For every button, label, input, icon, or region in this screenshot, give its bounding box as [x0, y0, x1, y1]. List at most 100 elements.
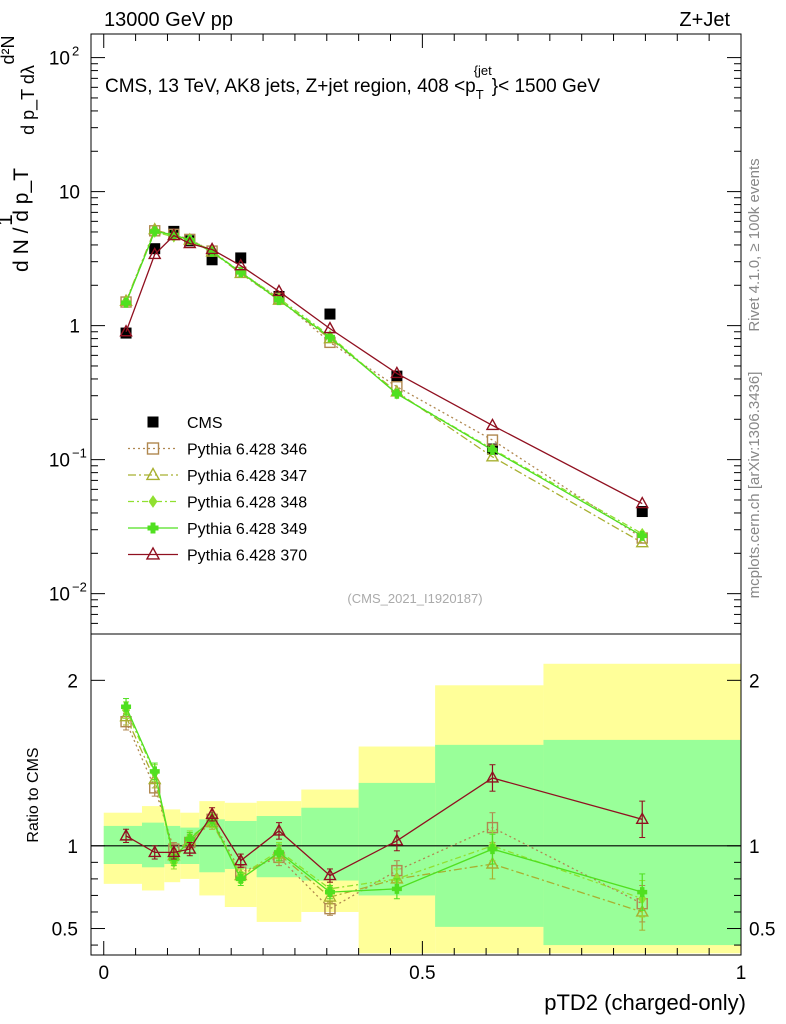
ratio-point	[234, 853, 248, 866]
y-tick-exponent: 2	[72, 44, 79, 59]
data-point	[119, 324, 133, 337]
data-point	[637, 530, 648, 541]
ratio-point	[323, 889, 337, 902]
y-tick-label: 10	[49, 451, 70, 472]
data-point	[272, 283, 286, 297]
mcplots-label: mcplots.cern.ch [arXiv:1306.3436]	[746, 372, 763, 599]
data-point	[323, 321, 337, 334]
ratio-point	[487, 844, 498, 855]
ratio-point	[121, 701, 132, 712]
data-point	[391, 388, 402, 399]
ratio-point	[272, 823, 286, 836]
ratio-point	[235, 873, 246, 884]
data-point	[324, 308, 336, 320]
legend-label: Pythia 6.428 348	[187, 495, 307, 512]
legend-label: Pythia 6.428 347	[187, 468, 307, 485]
legend-marker	[147, 416, 159, 428]
ratio-point	[167, 844, 181, 858]
watermark: (CMS_2021_I1920187)	[347, 591, 482, 606]
rivet-label: Rivet 4.1.0, ≥ 100k events	[746, 158, 763, 331]
data-point	[207, 246, 218, 257]
ratio-ylabel: Ratio to CMS	[25, 747, 42, 842]
series-pythia-6-428-349	[121, 226, 648, 541]
x-axis-label: pTD2 (charged-only)	[544, 990, 746, 1015]
data-point	[205, 242, 219, 255]
ratio-point	[149, 766, 160, 777]
legend-label: CMS	[187, 415, 223, 432]
uncertainty-band-inner	[141, 822, 165, 868]
ratio-point	[485, 770, 500, 783]
x-tick-label: 1	[736, 963, 747, 984]
data-point	[636, 506, 648, 518]
ratio-y-tick-label: 1	[67, 837, 78, 858]
x-tick-label: 0	[98, 963, 109, 984]
series-pythia-6-428-370	[119, 228, 649, 509]
legend-marker	[146, 442, 160, 455]
y-tick-exponent: −2	[72, 580, 87, 595]
ratio-point	[183, 841, 197, 854]
y-tick-exponent: −1	[72, 446, 87, 461]
ratio-point	[184, 834, 195, 845]
data-point	[148, 246, 162, 260]
ratio-y-tick-label-right: 1	[749, 837, 760, 858]
legend-marker	[148, 495, 158, 508]
ylabel-one: 1	[0, 214, 17, 226]
x-tick-label: 0.5	[409, 963, 435, 984]
ratio-point	[390, 833, 404, 846]
ratio-y-tick-label: 2	[67, 671, 78, 692]
data-point	[120, 327, 132, 339]
ratio-frame	[90, 633, 742, 956]
y-tick-label: 10	[49, 585, 70, 606]
ratio-point	[205, 806, 219, 820]
ratio-y-tick-label-right: 2	[749, 671, 760, 692]
data-point	[487, 445, 498, 456]
y-tick-label: 1	[69, 317, 80, 338]
chart-texts: 13000 GeV pp Z+Jet (CMS_2021_I1920187) R…	[25, 9, 763, 1015]
ylabel-num-tail: d p_T dλ	[18, 65, 39, 135]
data-point	[390, 365, 404, 379]
data-point	[234, 258, 248, 271]
ylabel-den: d N / d p_T	[10, 168, 33, 272]
ratio-point	[485, 856, 500, 869]
y-tick-label: 10	[49, 49, 70, 70]
data-point	[485, 449, 500, 462]
uncertainty-band-inner	[435, 744, 544, 927]
uncertainty-band-inner	[103, 825, 142, 864]
ratio-point	[323, 868, 337, 881]
data-point	[273, 295, 284, 306]
legend-label: Pythia 6.428 370	[187, 548, 307, 565]
ratio-point	[324, 887, 335, 898]
data-point	[183, 236, 197, 249]
data-point	[391, 370, 403, 382]
legend-marker	[145, 546, 161, 560]
ratio-point	[635, 811, 649, 825]
main-frame	[90, 33, 742, 635]
ratio-y-tick-label: 0.5	[52, 920, 78, 941]
data-point	[635, 496, 649, 509]
ylabel-num: d²N	[0, 35, 18, 64]
legend-marker	[145, 466, 161, 481]
data-point	[149, 226, 160, 237]
data-point	[235, 252, 247, 264]
data-point	[184, 235, 195, 246]
ratio-point	[637, 887, 648, 898]
ratio-point	[273, 847, 284, 858]
ratio-point	[119, 709, 133, 722]
ratio-y-tick-label-right: 0.5	[749, 920, 775, 941]
ratio-point	[119, 828, 133, 841]
data-point	[324, 332, 335, 343]
ratio-point	[391, 883, 402, 894]
data-point	[485, 417, 500, 431]
ratio-panel: 0.5 0.5 1 1 2 2 0 0.5 1	[52, 633, 775, 984]
ratio-point	[148, 844, 162, 858]
y-tick-label: 10	[59, 183, 80, 204]
legend-marker	[147, 522, 159, 534]
header-left: 13000 GeV pp	[104, 9, 233, 31]
legend-label: Pythia 6.428 346	[187, 442, 307, 459]
legend: CMS Pythia 6.428 346 Pythia 6.428 347 Pythi…	[128, 415, 307, 565]
series-line	[125, 234, 643, 505]
ratio-series-pythia-6-428-370	[119, 764, 649, 883]
